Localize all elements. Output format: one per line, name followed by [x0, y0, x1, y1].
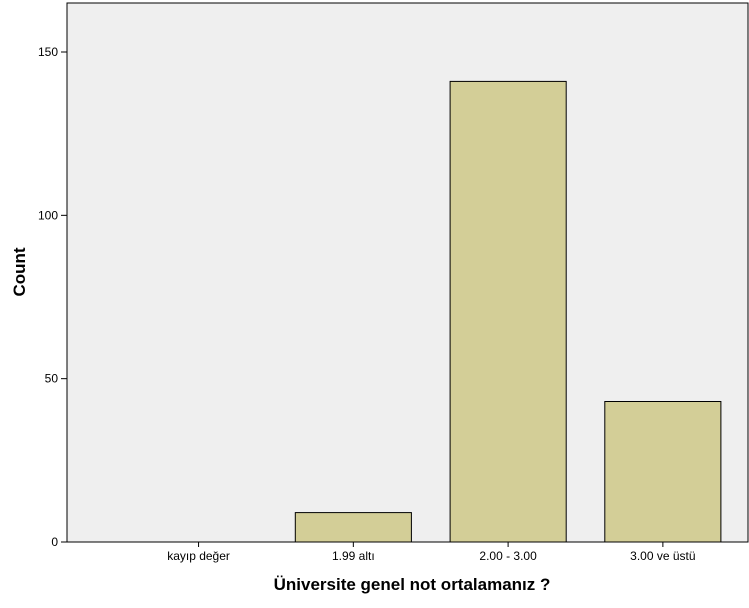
bars-group: [294, 80, 722, 543]
y-tick-label: 150: [38, 45, 58, 59]
y-tick-label: 100: [38, 208, 58, 222]
bar-3: [449, 80, 567, 543]
y-tick-label: 50: [45, 372, 59, 386]
x-tick-label: kayıp değer: [167, 549, 230, 563]
bar-4: [604, 401, 722, 543]
x-axis: kayıp değer 1.99 altı 2.00 - 3.00 3.00 ve ü…: [167, 542, 696, 563]
y-axis: 0 50 100 150: [38, 45, 67, 549]
y-axis-title: Count: [10, 247, 29, 296]
x-tick-label: 2.00 - 3.00: [479, 549, 537, 563]
y-tick-label: 0: [51, 535, 58, 549]
x-axis-title: Üniversite genel not ortalamanız ?: [274, 575, 551, 594]
bar-2: [294, 512, 412, 543]
x-tick-label: 1.99 altı: [332, 549, 375, 563]
x-tick-label: 3.00 ve üstü: [630, 549, 695, 563]
